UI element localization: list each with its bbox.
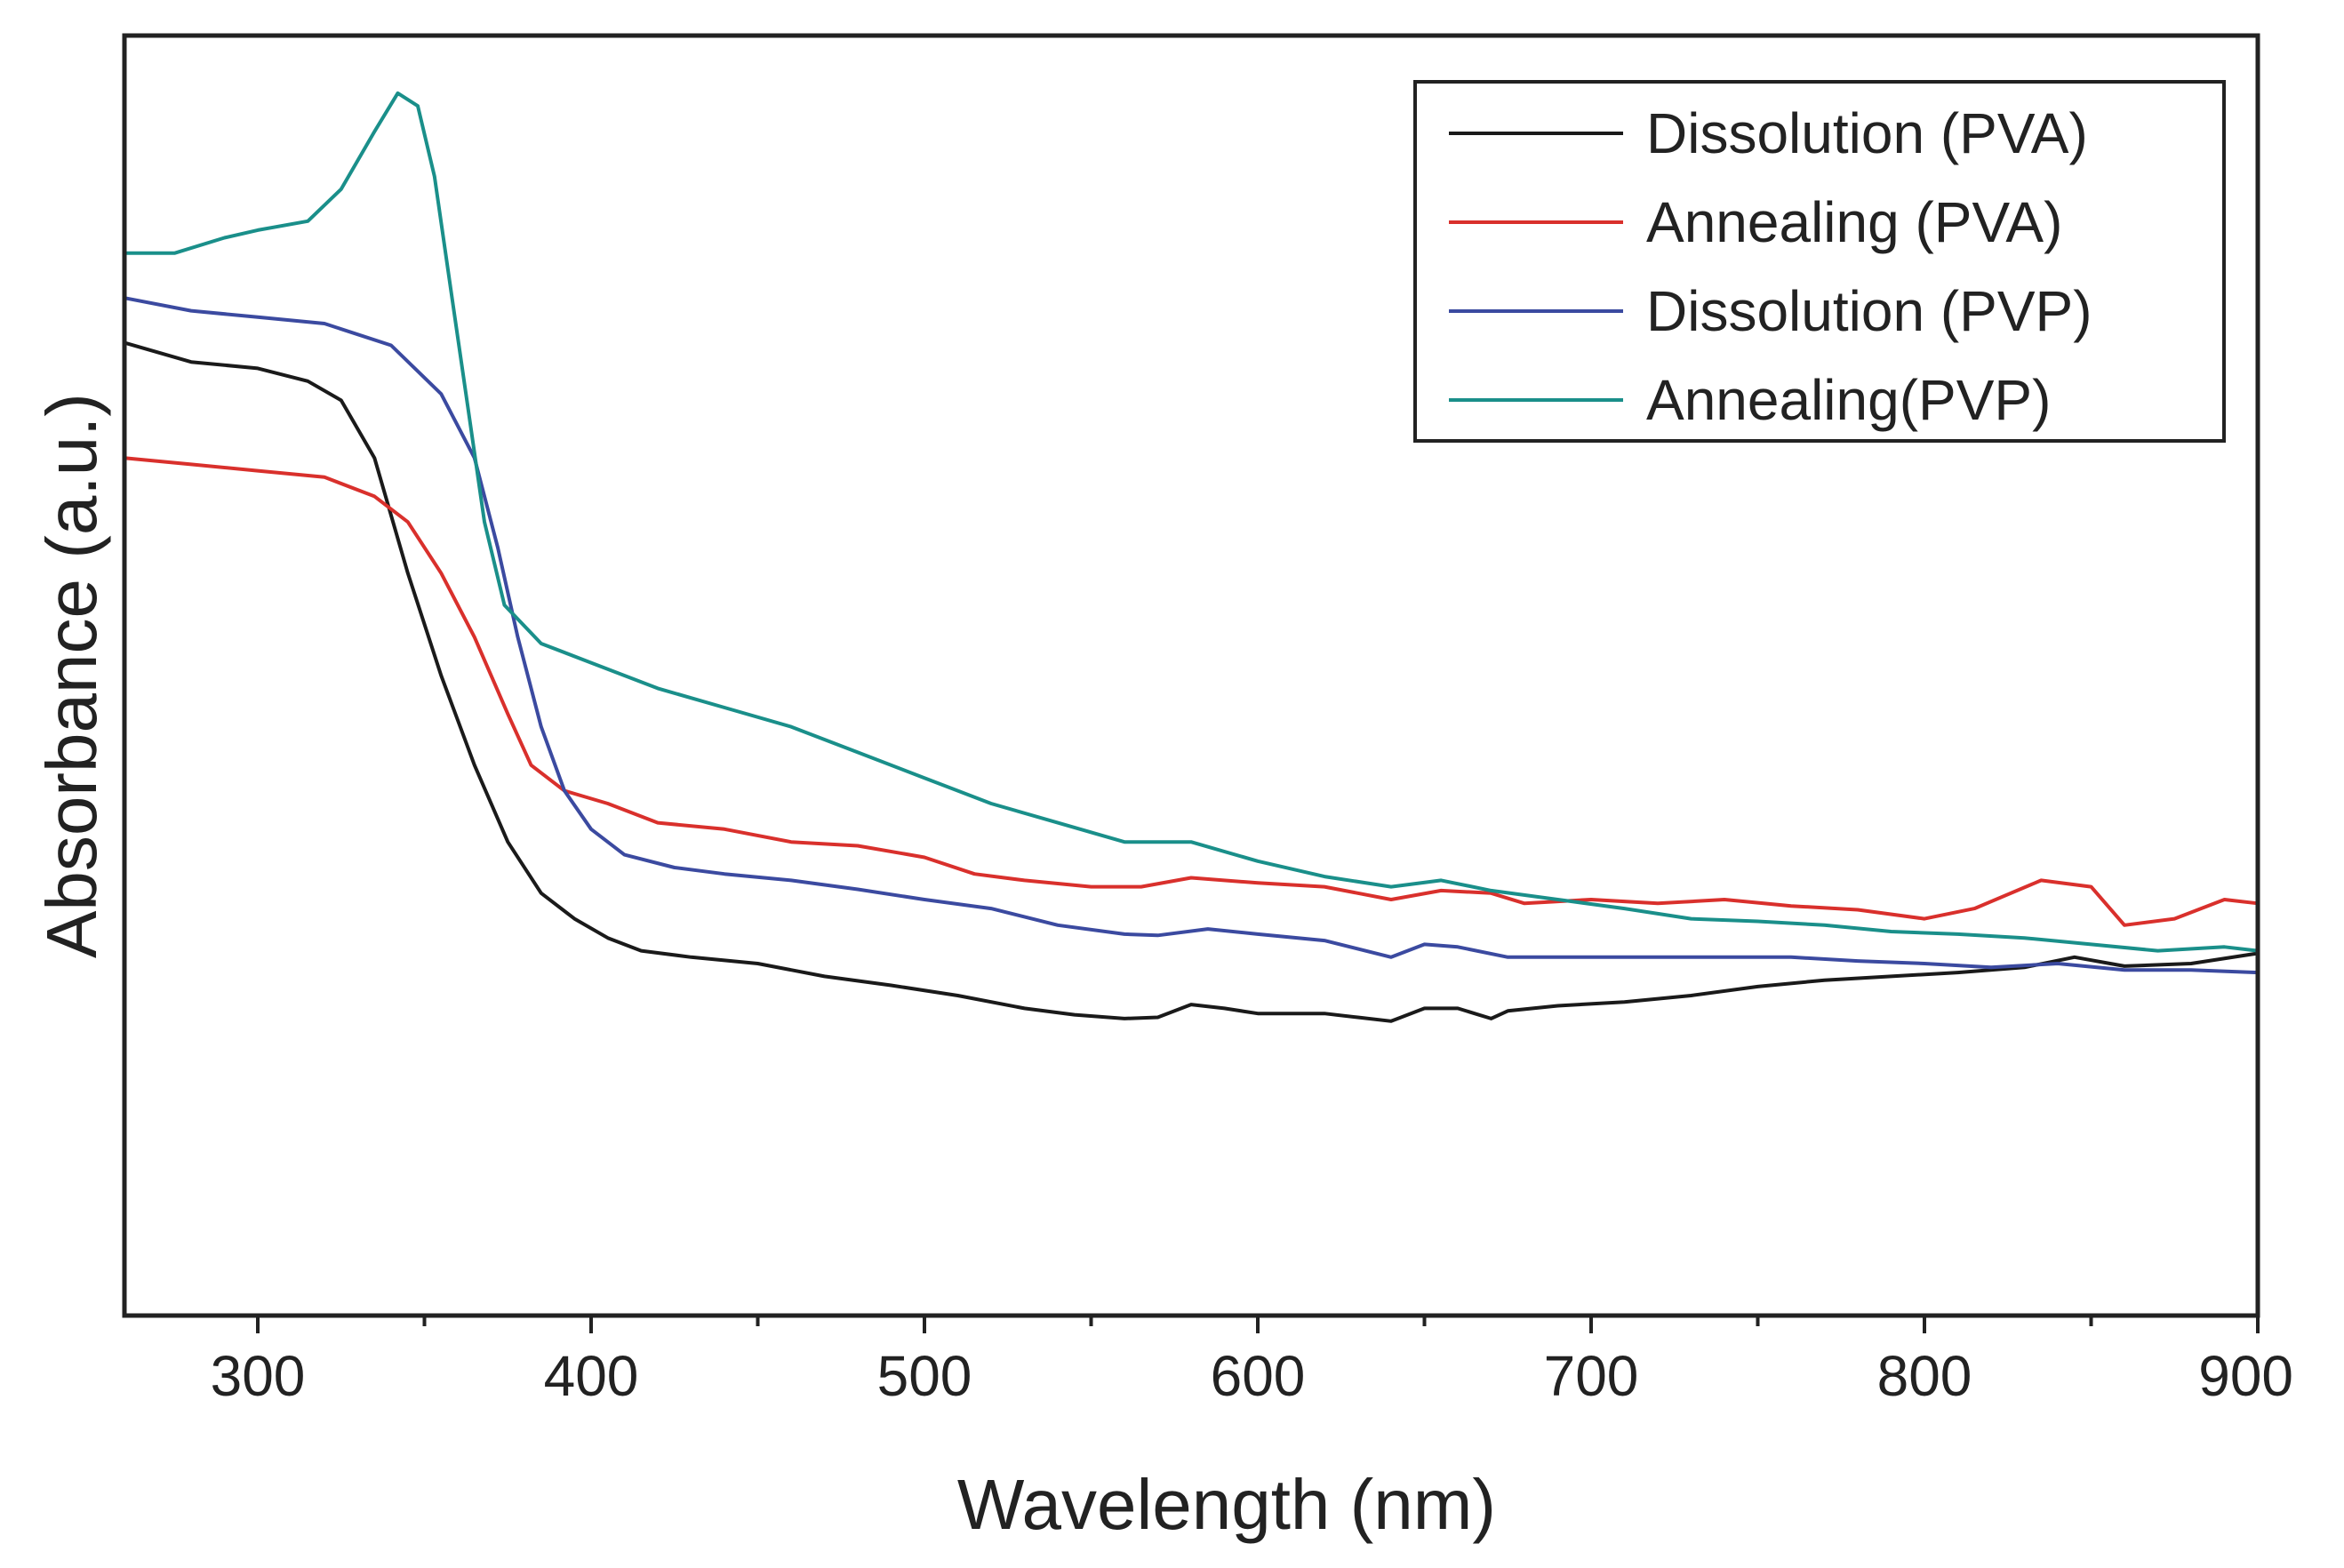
x-tick-label: 800 <box>1877 1344 1972 1408</box>
x-tick-label: 300 <box>211 1344 306 1408</box>
legend: Dissolution (PVA) Annealing (PVA) Dissolut… <box>1413 80 2226 443</box>
legend-entries: Dissolution (PVA) Annealing (PVA) Dissolut… <box>1449 101 2092 432</box>
series-line-1 <box>123 456 2260 927</box>
legend-label-0: Dissolution (PVA) <box>1646 101 2088 165</box>
x-tick-label: 600 <box>1211 1344 1306 1408</box>
legend-label-2: Dissolution (PVP) <box>1646 279 2092 343</box>
series-line-0 <box>123 340 2260 1023</box>
x-tick-label: 400 <box>544 1344 639 1408</box>
series-line-2 <box>123 296 2260 975</box>
legend-label-1: Annealing (PVA) <box>1646 190 2062 254</box>
x-tick-label: 900 <box>2198 1344 2293 1408</box>
legend-label-3: Annealing(PVP) <box>1646 368 2051 432</box>
x-axis-title: Wavelength (nm) <box>957 1465 1496 1544</box>
series-line-3 <box>123 91 2260 953</box>
x-tick-label: 500 <box>877 1344 972 1408</box>
x-axis-ticks: 300 400 500 600 700 800 900 <box>211 1316 2293 1408</box>
plot-frame <box>122 33 2260 1318</box>
y-axis-title: Absorbance (a.u.) <box>32 393 111 958</box>
legend-box <box>1413 80 2226 443</box>
x-tick-label: 700 <box>1544 1344 1639 1408</box>
series-layer <box>123 91 2260 1023</box>
